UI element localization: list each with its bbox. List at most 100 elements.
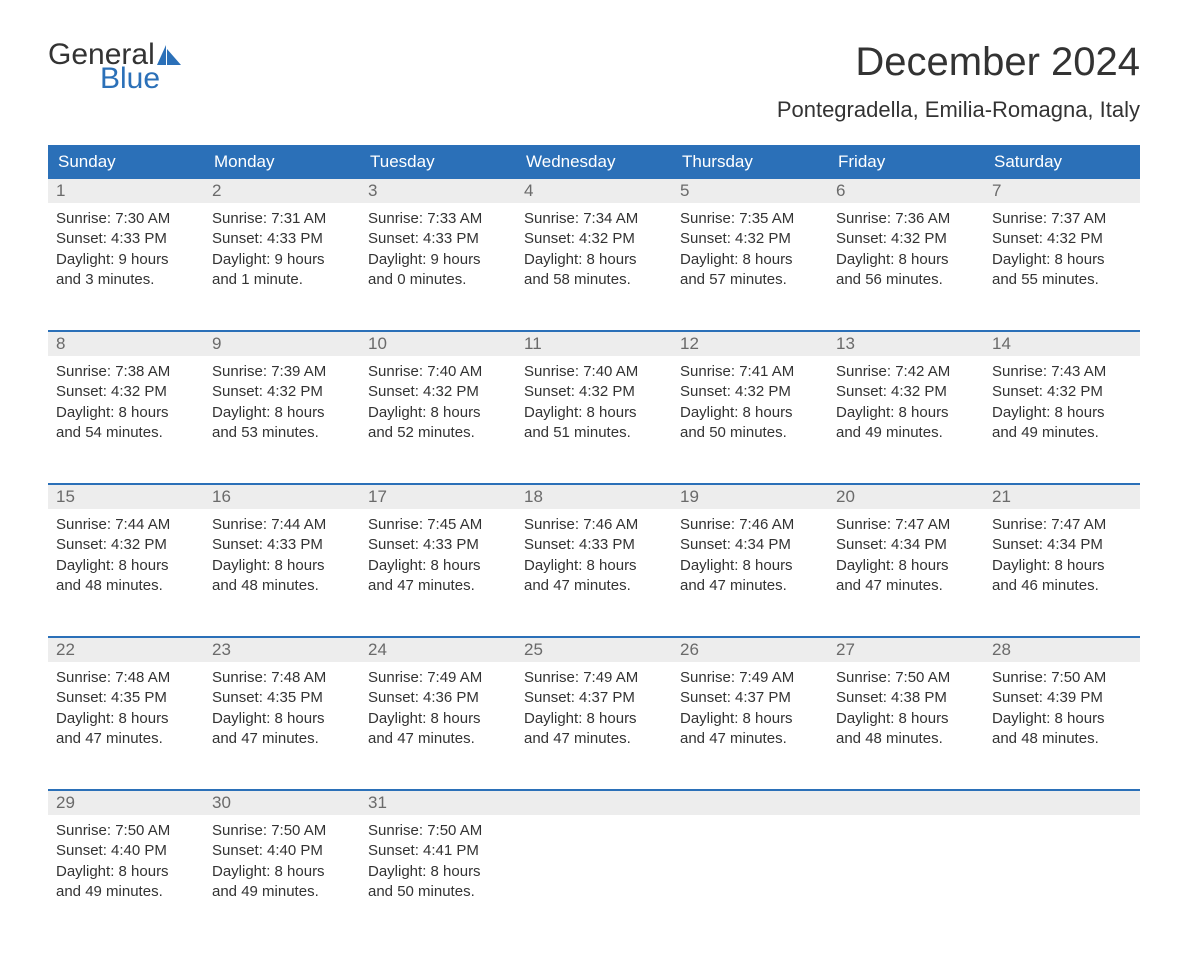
sunrise-text: Sunrise: 7:44 AM xyxy=(56,515,196,535)
day-number-row: 22232425262728 xyxy=(48,638,1140,662)
day-cell xyxy=(516,815,672,926)
day-number: 6 xyxy=(828,179,984,203)
day-number-row: 293031 xyxy=(48,791,1140,815)
day-number: 27 xyxy=(828,638,984,662)
week-row: 1234567Sunrise: 7:30 AMSunset: 4:33 PMDa… xyxy=(48,179,1140,314)
sunset-text: Sunset: 4:41 PM xyxy=(368,841,508,861)
month-title: December 2024 xyxy=(777,40,1140,85)
sunrise-text: Sunrise: 7:46 AM xyxy=(680,515,820,535)
sunrise-text: Sunrise: 7:38 AM xyxy=(56,362,196,382)
sunset-text: Sunset: 4:34 PM xyxy=(680,535,820,555)
sunrise-text: Sunrise: 7:36 AM xyxy=(836,209,976,229)
day-number: 14 xyxy=(984,332,1140,356)
daylight-line1: Daylight: 9 hours xyxy=(212,250,352,270)
day-number-row: 15161718192021 xyxy=(48,485,1140,509)
daylight-line1: Daylight: 9 hours xyxy=(56,250,196,270)
daylight-line1: Daylight: 8 hours xyxy=(836,403,976,423)
sunrise-text: Sunrise: 7:30 AM xyxy=(56,209,196,229)
daylight-line2: and 47 minutes. xyxy=(212,729,352,749)
daylight-line1: Daylight: 8 hours xyxy=(56,862,196,882)
sunset-text: Sunset: 4:33 PM xyxy=(56,229,196,249)
sunset-text: Sunset: 4:38 PM xyxy=(836,688,976,708)
day-number: 24 xyxy=(360,638,516,662)
sunrise-text: Sunrise: 7:48 AM xyxy=(212,668,352,688)
day-number: 2 xyxy=(204,179,360,203)
day-cell: Sunrise: 7:47 AMSunset: 4:34 PMDaylight:… xyxy=(984,509,1140,620)
daylight-line2: and 48 minutes. xyxy=(836,729,976,749)
header-row: General Blue December 2024 Pontegradella… xyxy=(48,40,1140,123)
day-number xyxy=(984,791,1140,815)
daylight-line2: and 51 minutes. xyxy=(524,423,664,443)
daylight-line1: Daylight: 9 hours xyxy=(368,250,508,270)
daylight-line2: and 56 minutes. xyxy=(836,270,976,290)
daylight-line1: Daylight: 8 hours xyxy=(212,403,352,423)
day-number: 22 xyxy=(48,638,204,662)
day-cell xyxy=(828,815,984,926)
daylight-line2: and 49 minutes. xyxy=(836,423,976,443)
dow-friday: Friday xyxy=(828,145,984,179)
sunrise-text: Sunrise: 7:35 AM xyxy=(680,209,820,229)
dow-sunday: Sunday xyxy=(48,145,204,179)
dow-monday: Monday xyxy=(204,145,360,179)
sunrise-text: Sunrise: 7:45 AM xyxy=(368,515,508,535)
sunrise-text: Sunrise: 7:33 AM xyxy=(368,209,508,229)
daylight-line2: and 1 minute. xyxy=(212,270,352,290)
title-block: December 2024 Pontegradella, Emilia-Roma… xyxy=(777,40,1140,123)
daylight-line1: Daylight: 8 hours xyxy=(992,709,1132,729)
sunrise-text: Sunrise: 7:44 AM xyxy=(212,515,352,535)
day-number: 11 xyxy=(516,332,672,356)
daylight-line2: and 47 minutes. xyxy=(680,576,820,596)
sunrise-text: Sunrise: 7:40 AM xyxy=(524,362,664,382)
sunrise-text: Sunrise: 7:40 AM xyxy=(368,362,508,382)
sunset-text: Sunset: 4:36 PM xyxy=(368,688,508,708)
daylight-line2: and 47 minutes. xyxy=(680,729,820,749)
sunset-text: Sunset: 4:33 PM xyxy=(212,535,352,555)
day-cell: Sunrise: 7:39 AMSunset: 4:32 PMDaylight:… xyxy=(204,356,360,467)
sunset-text: Sunset: 4:32 PM xyxy=(680,229,820,249)
daylight-line2: and 48 minutes. xyxy=(212,576,352,596)
day-number: 7 xyxy=(984,179,1140,203)
sunset-text: Sunset: 4:32 PM xyxy=(368,382,508,402)
sunset-text: Sunset: 4:33 PM xyxy=(368,535,508,555)
sunset-text: Sunset: 4:37 PM xyxy=(524,688,664,708)
sunset-text: Sunset: 4:40 PM xyxy=(212,841,352,861)
daylight-line1: Daylight: 8 hours xyxy=(524,709,664,729)
daylight-line2: and 58 minutes. xyxy=(524,270,664,290)
day-number: 8 xyxy=(48,332,204,356)
daylight-line1: Daylight: 8 hours xyxy=(212,709,352,729)
daylight-line2: and 49 minutes. xyxy=(56,882,196,902)
sunrise-text: Sunrise: 7:34 AM xyxy=(524,209,664,229)
day-cell: Sunrise: 7:47 AMSunset: 4:34 PMDaylight:… xyxy=(828,509,984,620)
sunset-text: Sunset: 4:34 PM xyxy=(992,535,1132,555)
day-number: 29 xyxy=(48,791,204,815)
daylight-line1: Daylight: 8 hours xyxy=(56,403,196,423)
day-number xyxy=(516,791,672,815)
daylight-line2: and 46 minutes. xyxy=(992,576,1132,596)
daylight-line1: Daylight: 8 hours xyxy=(524,556,664,576)
day-number: 10 xyxy=(360,332,516,356)
daylight-line1: Daylight: 8 hours xyxy=(836,556,976,576)
logo-flag-icon xyxy=(157,45,185,65)
sunrise-text: Sunrise: 7:48 AM xyxy=(56,668,196,688)
daylight-line2: and 55 minutes. xyxy=(992,270,1132,290)
daylight-line1: Daylight: 8 hours xyxy=(680,709,820,729)
day-number: 25 xyxy=(516,638,672,662)
sunset-text: Sunset: 4:33 PM xyxy=(368,229,508,249)
daylight-line1: Daylight: 8 hours xyxy=(56,709,196,729)
day-number: 26 xyxy=(672,638,828,662)
calendar-grid: Sunday Monday Tuesday Wednesday Thursday… xyxy=(48,145,1140,926)
day-cell: Sunrise: 7:48 AMSunset: 4:35 PMDaylight:… xyxy=(204,662,360,773)
sunrise-text: Sunrise: 7:31 AM xyxy=(212,209,352,229)
sunrise-text: Sunrise: 7:49 AM xyxy=(368,668,508,688)
sunrise-text: Sunrise: 7:47 AM xyxy=(836,515,976,535)
day-cell: Sunrise: 7:50 AMSunset: 4:41 PMDaylight:… xyxy=(360,815,516,926)
sunset-text: Sunset: 4:32 PM xyxy=(56,535,196,555)
sunset-text: Sunset: 4:34 PM xyxy=(836,535,976,555)
day-cell: Sunrise: 7:49 AMSunset: 4:36 PMDaylight:… xyxy=(360,662,516,773)
day-cell: Sunrise: 7:40 AMSunset: 4:32 PMDaylight:… xyxy=(360,356,516,467)
day-cell: Sunrise: 7:40 AMSunset: 4:32 PMDaylight:… xyxy=(516,356,672,467)
dow-saturday: Saturday xyxy=(984,145,1140,179)
day-cell: Sunrise: 7:50 AMSunset: 4:38 PMDaylight:… xyxy=(828,662,984,773)
day-cell: Sunrise: 7:37 AMSunset: 4:32 PMDaylight:… xyxy=(984,203,1140,314)
sunset-text: Sunset: 4:35 PM xyxy=(56,688,196,708)
